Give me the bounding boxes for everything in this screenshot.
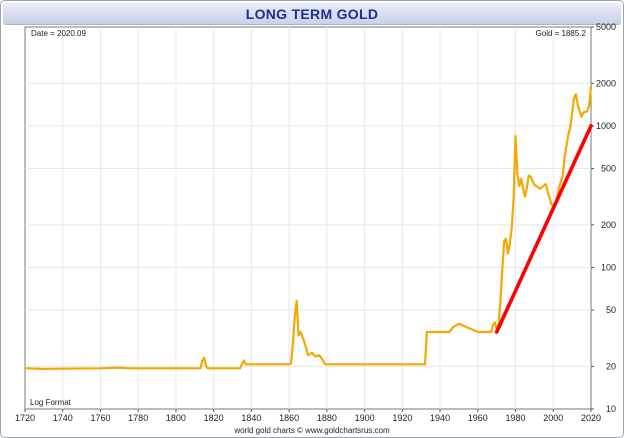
- value-readout: Gold = 1885.2: [536, 29, 587, 38]
- y-tick-label: 100: [601, 262, 616, 272]
- x-tick-label: 1760: [90, 413, 110, 423]
- y-axis-ticks: 10 20 50 100 200 500 1000 2000 5000: [591, 22, 616, 414]
- x-tick-label: 1800: [166, 413, 186, 423]
- y-tick-label: 500: [601, 164, 616, 174]
- x-tick-label: 1880: [317, 413, 337, 423]
- source-footer: world gold charts © www.goldchartsrus.co…: [233, 426, 390, 435]
- x-tick-label: 1820: [204, 413, 224, 423]
- y-tick-label: 50: [606, 305, 616, 315]
- x-tick-label: 1920: [392, 413, 412, 423]
- scale-format-label: Log Format: [30, 398, 72, 407]
- gridlines: [25, 27, 591, 409]
- x-tick-label: 1740: [53, 413, 73, 423]
- x-tick-label: 1720: [15, 413, 35, 423]
- chart-title: LONG TERM GOLD: [245, 6, 379, 22]
- y-tick-label: 200: [601, 220, 616, 230]
- trend-line: [494, 124, 593, 334]
- y-tick-label: 1000: [596, 121, 616, 131]
- title-bar: LONG TERM GOLD: [3, 3, 621, 25]
- x-tick-label: 1860: [279, 413, 299, 423]
- x-tick-label: 2000: [543, 413, 563, 423]
- y-tick-label: 2000: [596, 78, 616, 88]
- x-tick-label: 2020: [581, 413, 601, 423]
- y-tick-label: 10: [606, 404, 616, 414]
- date-readout: Date = 2020.09: [31, 29, 86, 38]
- x-tick-label: 1960: [468, 413, 488, 423]
- x-axis-ticks: 1720 1740 1760 1780 1800 1820 1840 1860 1880 1900…: [15, 409, 601, 423]
- x-tick-label: 1980: [506, 413, 526, 423]
- plot-area: [24, 26, 592, 410]
- x-tick-label: 1840: [241, 413, 261, 423]
- y-tick-label: 5000: [596, 22, 616, 32]
- x-tick-label: 1780: [128, 413, 148, 423]
- gold-price-series-line: [23, 85, 593, 370]
- y-tick-label: 20: [606, 361, 616, 371]
- series-lines: [23, 85, 593, 370]
- x-tick-label: 1900: [355, 413, 375, 423]
- x-tick-label: 1940: [430, 413, 450, 423]
